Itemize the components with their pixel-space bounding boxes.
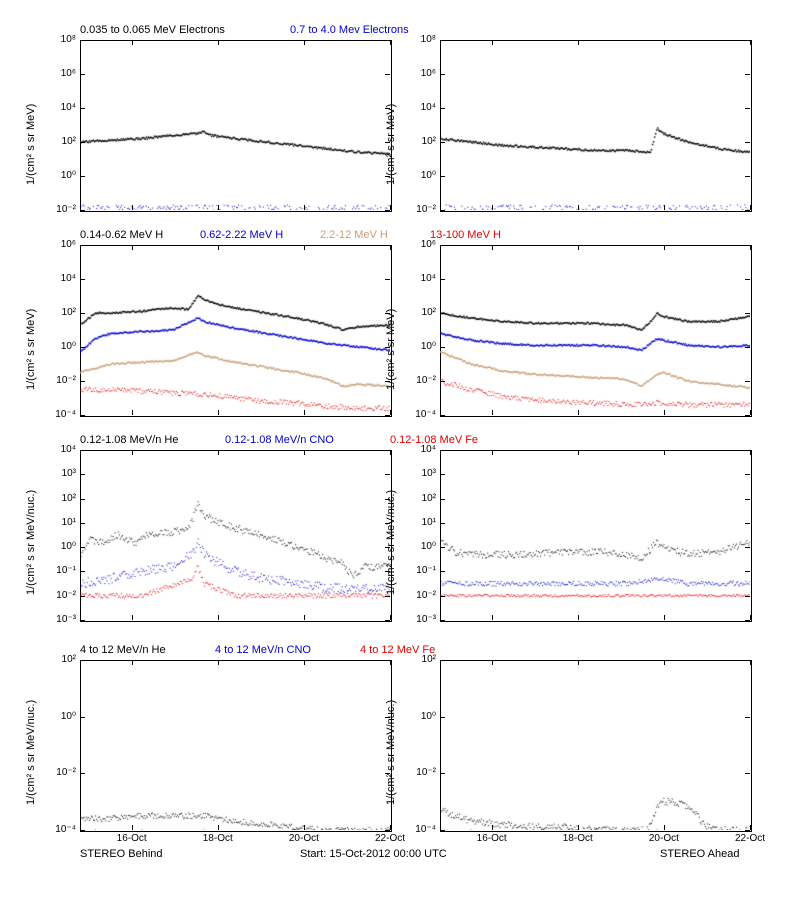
y-tick-label: 10⁻¹ (42, 565, 76, 576)
plot-canvas (80, 450, 390, 620)
legend-item: 0.62-2.22 MeV H (200, 229, 283, 241)
y-tick-label: 10⁴ (42, 102, 76, 113)
y-tick-label: 10⁶ (402, 239, 436, 250)
y-axis-label: 1/(cm² s sr MeV) (385, 308, 397, 389)
x-tick-label: 16-Oct (467, 833, 517, 844)
y-tick-label: 10⁴ (402, 273, 436, 284)
y-tick-label: 10⁻⁴ (402, 824, 436, 835)
y-tick-label: 10⁴ (42, 273, 76, 284)
y-axis-label: 1/(cm² s sr MeV/nuc.) (25, 699, 37, 804)
y-tick-label: 10³ (402, 468, 436, 479)
plot-canvas (440, 450, 750, 620)
y-tick-label: 10⁻⁴ (402, 409, 436, 420)
y-tick-label: 10⁻¹ (402, 565, 436, 576)
legend-item: 0.14-0.62 MeV H (80, 229, 163, 241)
y-tick-label: 10⁰ (402, 170, 436, 181)
legend-item: 0.12-1.08 MeV/n CNO (225, 434, 334, 446)
y-tick-label: 10⁻² (402, 375, 436, 386)
bottom-label-left: STEREO Behind (80, 848, 163, 860)
y-tick-label: 10⁶ (402, 68, 436, 79)
legend-item: 2.2-12 MeV H (320, 229, 388, 241)
y-tick-label: 10⁻² (402, 767, 436, 778)
y-tick-label: 10⁻³ (402, 614, 436, 625)
y-tick-label: 10³ (42, 468, 76, 479)
y-tick-label: 10² (42, 493, 76, 504)
x-tick-label: 22-Oct (725, 833, 775, 844)
y-tick-label: 10⁰ (42, 711, 76, 722)
legend-item: 0.035 to 0.065 MeV Electrons (80, 24, 225, 36)
y-tick-label: 10⁻² (402, 590, 436, 601)
y-tick-label: 10⁰ (402, 541, 436, 552)
y-tick-label: 10⁻⁴ (42, 409, 76, 420)
x-tick-label: 18-Oct (193, 833, 243, 844)
y-tick-label: 10⁰ (402, 341, 436, 352)
y-tick-label: 10⁻² (42, 767, 76, 778)
x-tick-label: 20-Oct (639, 833, 689, 844)
y-tick-label: 10⁰ (42, 541, 76, 552)
y-axis-label: 1/(cm² s sr MeV/nuc.) (25, 489, 37, 594)
y-tick-label: 10⁰ (42, 341, 76, 352)
y-tick-label: 10⁴ (402, 102, 436, 113)
y-tick-label: 10⁰ (402, 711, 436, 722)
y-axis-label: 1/(cm² s sr MeV) (385, 103, 397, 184)
y-axis-label: 1/(cm² s sr MeV) (25, 103, 37, 184)
figure-container: 0.035 to 0.065 MeV Electrons 0.7 to 4.0 M… (0, 0, 800, 900)
y-tick-label: 10⁴ (42, 444, 76, 455)
y-tick-label: 10⁴ (402, 444, 436, 455)
plot-canvas (80, 40, 390, 210)
y-tick-label: 10¹ (402, 517, 436, 528)
y-tick-label: 10² (402, 493, 436, 504)
y-axis-label: 1/(cm² s sr MeV) (25, 308, 37, 389)
y-tick-label: 10⁶ (42, 68, 76, 79)
y-tick-label: 10⁻² (402, 204, 436, 215)
y-tick-label: 10⁻² (42, 204, 76, 215)
legend-item: 13-100 MeV H (430, 229, 501, 241)
x-tick-label: 20-Oct (279, 833, 329, 844)
x-tick-label: 16-Oct (107, 833, 157, 844)
y-tick-label: 10⁰ (42, 170, 76, 181)
y-tick-label: 10² (402, 654, 436, 665)
plot-canvas (440, 660, 750, 830)
x-tick-label: 18-Oct (553, 833, 603, 844)
y-tick-label: 10² (402, 307, 436, 318)
plot-canvas (80, 660, 390, 830)
y-axis-label: 1/(cm² s sr MeV/nuc.) (385, 699, 397, 804)
y-axis-label: 1/(cm² s sr MeV/nuc.) (385, 489, 397, 594)
bottom-label-center: Start: 15-Oct-2012 00:00 UTC (300, 848, 447, 860)
y-tick-label: 10⁻² (42, 590, 76, 601)
legend-item: 4 to 12 MeV/n He (80, 644, 166, 656)
legend-item: 4 to 12 MeV/n CNO (215, 644, 311, 656)
y-tick-label: 10² (42, 307, 76, 318)
y-tick-label: 10⁸ (402, 34, 436, 45)
y-tick-label: 10⁻² (42, 375, 76, 386)
y-tick-label: 10⁸ (42, 34, 76, 45)
legend-item: 0.12-1.08 MeV/n He (80, 434, 178, 446)
y-tick-label: 10² (402, 136, 436, 147)
legend-item: 0.7 to 4.0 Mev Electrons (290, 24, 409, 36)
plot-canvas (440, 40, 750, 210)
y-tick-label: 10² (42, 136, 76, 147)
y-tick-label: 10² (42, 654, 76, 665)
y-tick-label: 10⁻⁴ (42, 824, 76, 835)
plot-canvas (80, 245, 390, 415)
plot-canvas (440, 245, 750, 415)
y-tick-label: 10⁻³ (42, 614, 76, 625)
bottom-label-right: STEREO Ahead (660, 848, 740, 860)
y-tick-label: 10¹ (42, 517, 76, 528)
y-tick-label: 10⁶ (42, 239, 76, 250)
